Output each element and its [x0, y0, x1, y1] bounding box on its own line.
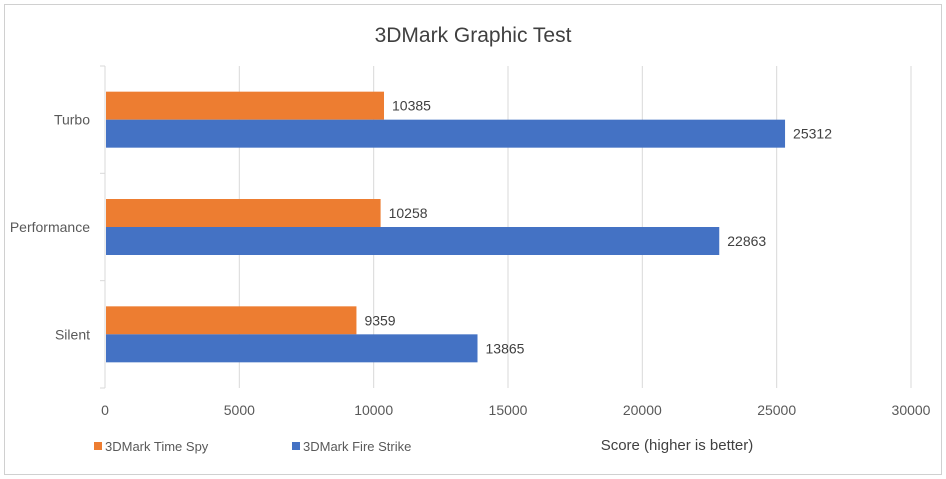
- x-tick-label: 25000: [757, 402, 796, 418]
- data-label: 22863: [727, 233, 766, 249]
- legend-swatch: [292, 442, 300, 450]
- legend-swatch: [94, 442, 102, 450]
- bar: [106, 119, 786, 148]
- legend-label: 3DMark Fire Strike: [303, 439, 411, 454]
- bar: [106, 227, 720, 255]
- bar: [106, 334, 478, 363]
- data-label: 13865: [486, 340, 525, 356]
- bars: [106, 91, 786, 363]
- x-axis-title: Score (higher is better): [601, 437, 754, 454]
- bar: [106, 199, 381, 227]
- y-tick-label: Silent: [55, 326, 90, 342]
- bar: [106, 91, 385, 120]
- x-tick-labels: 0 5000 10000 15000 20000 25000 30000: [101, 402, 931, 418]
- bar: [106, 306, 357, 335]
- x-tick-label: 5000: [224, 402, 255, 418]
- legend: 3DMark Time Spy 3DMark Fire Strike: [94, 439, 411, 454]
- x-tick-label: 30000: [892, 402, 931, 418]
- x-tick-label: 15000: [489, 402, 528, 418]
- y-tick-labels: Turbo Performance Silent: [10, 112, 90, 343]
- x-tick-label: 20000: [623, 402, 662, 418]
- x-tick-label: 10000: [354, 402, 393, 418]
- legend-label: 3DMark Time Spy: [105, 439, 209, 454]
- data-label: 10258: [389, 205, 428, 221]
- chart-title: 3DMark Graphic Test: [375, 24, 572, 47]
- data-label: 10385: [392, 98, 431, 114]
- data-label: 25312: [793, 126, 832, 142]
- data-label: 9359: [364, 312, 395, 328]
- y-tick-label: Performance: [10, 219, 90, 235]
- x-tick-label: 0: [101, 402, 109, 418]
- y-tick-label: Turbo: [54, 112, 90, 128]
- category-axis: [100, 65, 106, 389]
- data-labels: 10385 25312 10258 22863 9359 13865: [364, 98, 832, 357]
